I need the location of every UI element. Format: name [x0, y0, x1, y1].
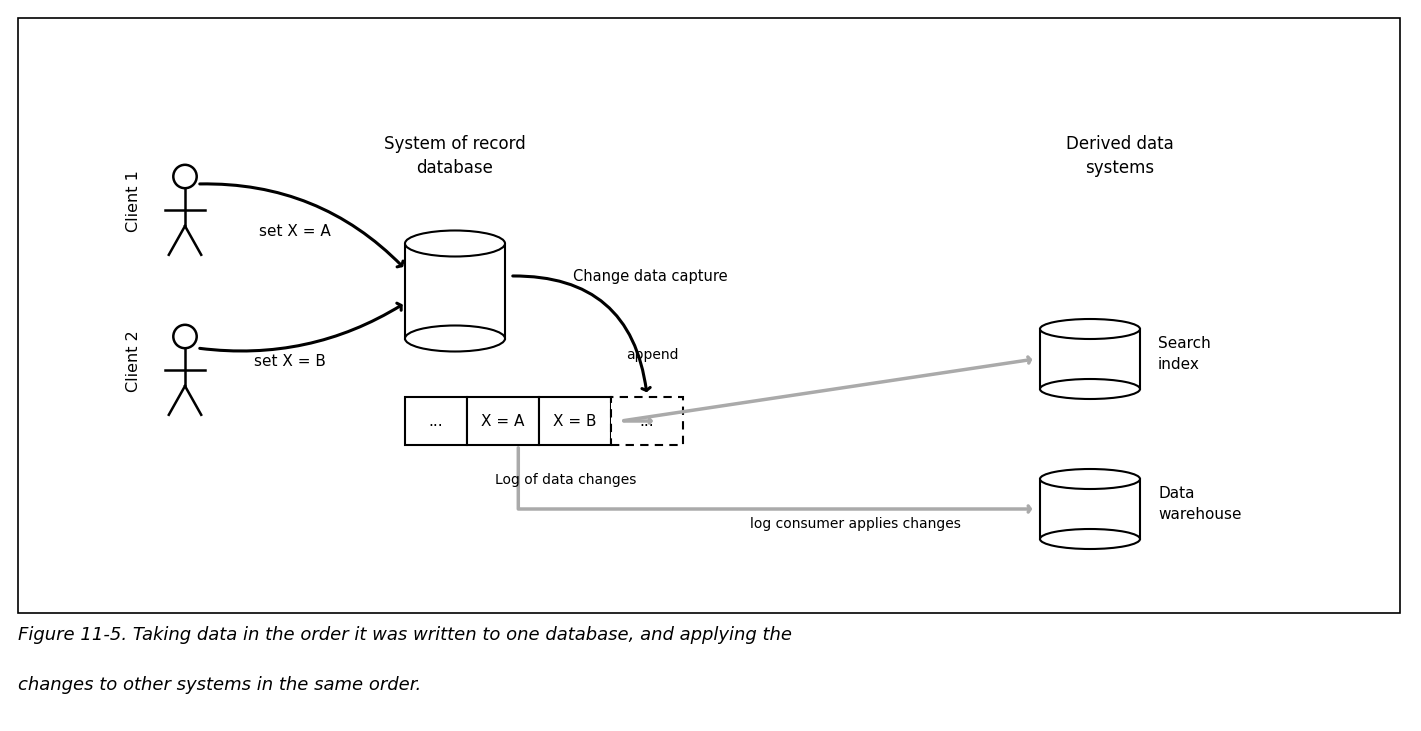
Bar	[405, 243, 504, 338]
Text: set X = A: set X = A	[259, 224, 331, 238]
Bar	[405, 397, 468, 445]
Bar	[611, 397, 684, 445]
Text: Client 2: Client 2	[125, 330, 141, 392]
Text: Data
warehouse: Data warehouse	[1158, 486, 1242, 522]
Bar	[18, 18, 1400, 613]
Ellipse shape	[1040, 319, 1140, 339]
Text: Search
index: Search index	[1158, 336, 1211, 372]
Text: ...: ...	[639, 414, 654, 428]
Text: log consumer applies changes: log consumer applies changes	[749, 517, 961, 531]
Bar	[539, 397, 611, 445]
Text: Figure 11-5. Taking data in the order it was written to one database, and applyi: Figure 11-5. Taking data in the order it…	[18, 626, 791, 644]
Text: X = A: X = A	[482, 414, 524, 428]
Ellipse shape	[1040, 379, 1140, 399]
Text: X = B: X = B	[553, 414, 597, 428]
Ellipse shape	[1040, 469, 1140, 489]
Text: Client 1: Client 1	[125, 170, 141, 232]
Text: Log of data changes: Log of data changes	[495, 473, 637, 487]
Text: Derived data
systems: Derived data systems	[1066, 135, 1174, 177]
Ellipse shape	[405, 325, 504, 352]
Ellipse shape	[1040, 529, 1140, 549]
Bar	[468, 397, 539, 445]
Ellipse shape	[405, 230, 504, 257]
Text: changes to other systems in the same order.: changes to other systems in the same ord…	[18, 676, 421, 694]
Text: Change data capture: Change data capture	[573, 268, 728, 284]
Text: set X = B: set X = B	[254, 354, 325, 368]
Text: ...: ...	[429, 414, 443, 428]
Bar	[1040, 329, 1140, 389]
Text: append: append	[625, 348, 678, 362]
Text: System of record
database: System of record database	[384, 135, 526, 177]
Bar	[1040, 479, 1140, 539]
